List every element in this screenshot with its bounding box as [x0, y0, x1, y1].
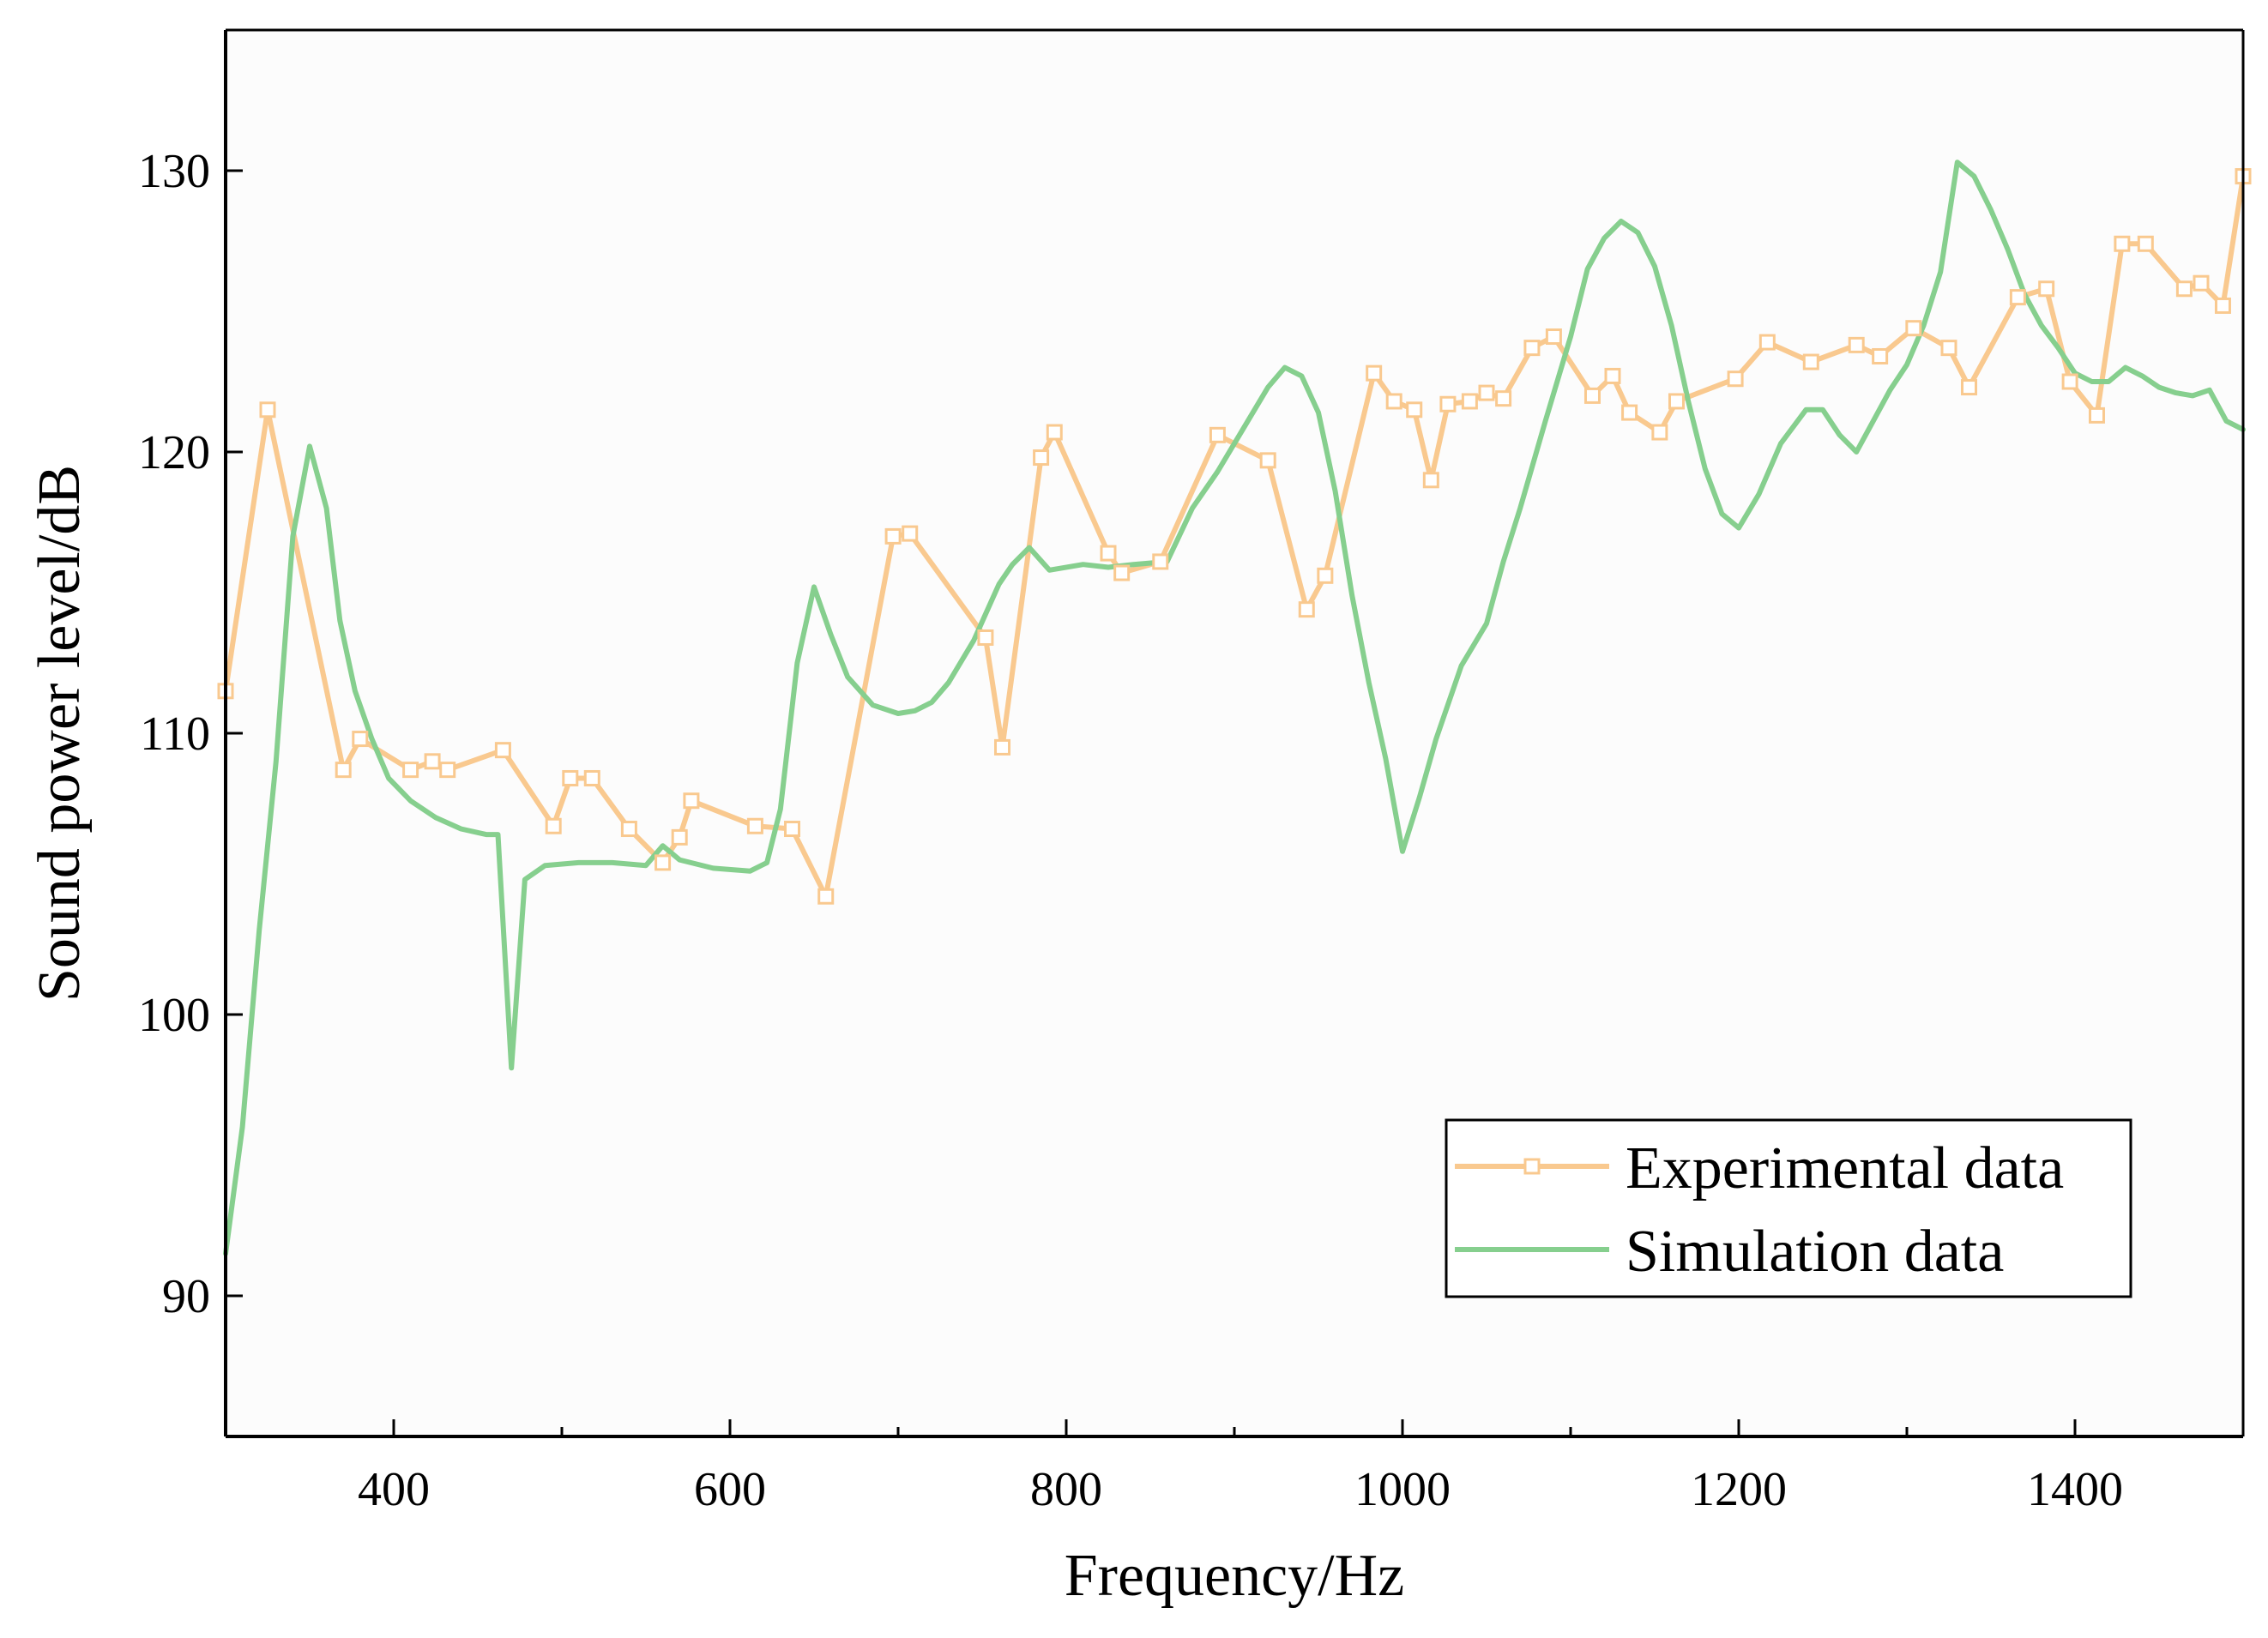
experimental-marker: [2175, 280, 2193, 298]
experimental-marker: [1848, 336, 1865, 353]
x-tick-label: 1000: [1354, 1463, 1451, 1516]
experimental-marker: [439, 762, 456, 779]
experimental-marker: [817, 888, 835, 905]
legend-marker-experimental: [1523, 1158, 1541, 1175]
legend: Experimental data Simulation data: [1445, 1118, 2132, 1298]
series-layer: [217, 160, 2252, 1256]
experimental-marker: [583, 769, 600, 786]
experimental-marker: [902, 525, 919, 542]
y-tick-label: 110: [140, 708, 210, 761]
experimental-marker: [2009, 289, 2026, 306]
experimental-marker: [1651, 424, 1668, 441]
experimental-marker: [402, 762, 419, 779]
experimental-marker: [2038, 280, 2055, 298]
legend-box: [1445, 1118, 2132, 1298]
experimental-marker: [1668, 393, 1685, 410]
experimental-marker: [1758, 334, 1776, 351]
experimental-marker: [1461, 393, 1478, 410]
experimental-marker: [1385, 393, 1402, 410]
experimental-marker: [2114, 235, 2131, 252]
experimental-marker: [1259, 452, 1276, 469]
experimental-marker: [620, 821, 637, 838]
experimental-marker: [1046, 424, 1063, 441]
y-tick-label: 100: [138, 989, 210, 1042]
experimental-marker: [1545, 328, 1562, 346]
experimental-marker: [1604, 367, 1621, 384]
experimental-marker: [1439, 395, 1457, 413]
experimental-marker: [494, 742, 511, 759]
experimental-marker: [2214, 297, 2231, 314]
experimental-marker: [1422, 472, 1439, 489]
experimental-marker: [654, 854, 672, 871]
experimental-marker: [1961, 379, 1978, 396]
experimental-marker: [545, 817, 562, 834]
experimental-marker: [335, 762, 352, 779]
experimental-marker: [977, 629, 994, 646]
experimental-marker: [1209, 426, 1226, 443]
experimental-marker: [1940, 340, 1957, 357]
experimental-marker: [994, 738, 1011, 756]
x-axis-title: Frequency/Hz: [1065, 1543, 1405, 1609]
experimental-marker: [1100, 545, 1117, 562]
experimental-marker: [2061, 373, 2078, 390]
experimental-marker: [259, 401, 276, 419]
experimental-marker: [683, 792, 700, 810]
experimental-marker: [1298, 601, 1315, 618]
experimental-marker: [1033, 449, 1050, 467]
experimental-marker: [1478, 384, 1495, 401]
experimental-marker: [1406, 401, 1423, 419]
experimental-marker: [671, 828, 688, 846]
x-tick-label: 400: [358, 1463, 430, 1516]
y-tick-label: 90: [162, 1270, 210, 1323]
experimental-marker: [884, 527, 902, 545]
x-tick-label: 1200: [1691, 1463, 1787, 1516]
experimental-marker: [424, 753, 441, 770]
experimental-marker: [2193, 274, 2210, 292]
experimental-line: [223, 173, 2246, 900]
experimental-marker: [562, 769, 579, 786]
experimental-marker: [1727, 370, 1744, 388]
experimental-marker: [2088, 406, 2105, 424]
experimental-marker: [1317, 567, 1334, 584]
experimental-marker: [1802, 353, 1819, 370]
experimental-marker: [352, 731, 369, 748]
legend-label-experimental: Experimental data: [1626, 1135, 2064, 1201]
y-axis-title: Sound power level/dB: [27, 465, 93, 1002]
ticks: 400 600 800 1000 1200 1400 90 100 110 120 130: [138, 145, 2245, 1516]
x-tick-label: 1400: [2027, 1463, 2123, 1516]
x-tick-label: 800: [1030, 1463, 1102, 1516]
experimental-marker: [1366, 364, 1383, 382]
experimental-marker: [746, 817, 763, 834]
experimental-marker: [1621, 404, 1638, 421]
experimental-marker: [784, 821, 801, 838]
experimental-marker: [2137, 235, 2154, 252]
simulation-line: [223, 160, 2246, 1256]
experimental-marker: [1152, 553, 1169, 570]
legend-label-simulation: Simulation data: [1626, 1219, 2004, 1285]
experimental-marker: [1583, 387, 1601, 404]
experimental-marker: [1905, 320, 1922, 337]
x-tick-label: 600: [694, 1463, 766, 1516]
experimental-marker: [1872, 347, 1889, 364]
experimental-marker: [1523, 340, 1541, 357]
y-tick-label: 120: [138, 426, 210, 479]
experimental-marker: [1113, 564, 1131, 581]
y-tick-label: 130: [138, 145, 210, 198]
experimental-marker: [1495, 390, 1512, 407]
